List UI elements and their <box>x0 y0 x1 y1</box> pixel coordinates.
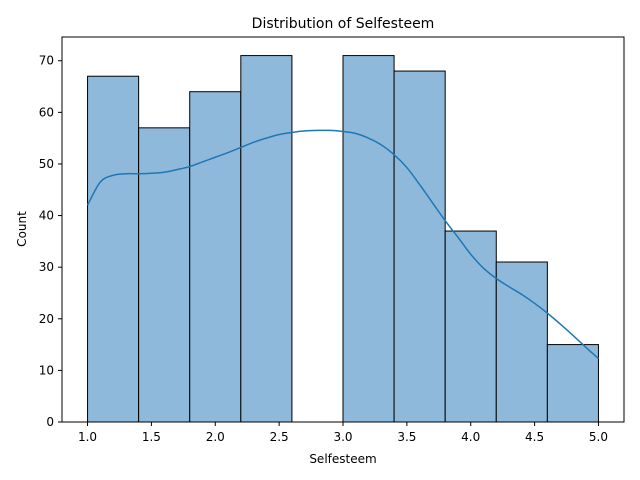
y-tick-label: 40 <box>39 209 54 223</box>
y-tick-label: 70 <box>39 54 54 68</box>
y-tick-label: 20 <box>39 312 54 326</box>
chart-title: Distribution of Selfesteem <box>252 16 435 32</box>
y-axis-ticks: 0 10 20 30 40 50 60 70 <box>39 54 62 429</box>
x-tick-label: 1.0 <box>78 430 97 444</box>
x-axis-ticks: 1.0 1.5 2.0 2.5 3.0 3.5 4.0 4.5 5.0 <box>78 422 608 444</box>
histogram-bar <box>189 91 242 423</box>
x-tick-label: 1.5 <box>142 430 161 444</box>
histogram-bar <box>87 75 140 423</box>
histogram-bar <box>138 127 191 423</box>
y-tick-label: 30 <box>39 260 54 274</box>
histogram-bar <box>495 261 548 423</box>
x-tick-label: 2.5 <box>270 430 289 444</box>
histogram-bar <box>393 70 446 423</box>
x-tick-label: 5.0 <box>589 430 608 444</box>
histogram-bar <box>240 55 293 423</box>
y-tick-label: 60 <box>39 105 54 119</box>
y-tick-label: 50 <box>39 157 54 171</box>
histogram-bar <box>546 344 599 423</box>
kde-curve <box>86 129 599 360</box>
x-tick-label: 4.0 <box>461 430 480 444</box>
x-axis-label: Selfesteem <box>309 452 376 466</box>
y-axis-label: Count <box>15 211 29 247</box>
histogram-bar <box>444 230 497 423</box>
y-tick-label: 10 <box>39 363 54 377</box>
x-tick-label: 4.5 <box>525 430 544 444</box>
histogram-bar <box>342 55 395 423</box>
x-tick-label: 3.0 <box>333 430 352 444</box>
x-tick-label: 3.5 <box>397 430 416 444</box>
x-tick-label: 2.0 <box>206 430 225 444</box>
histogram-bars <box>87 55 599 423</box>
y-tick-label: 0 <box>46 415 54 429</box>
